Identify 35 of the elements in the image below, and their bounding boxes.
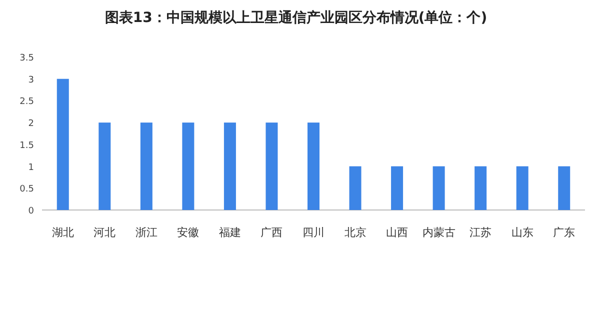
x-tick-label: 安徽 bbox=[177, 226, 200, 239]
x-tick-label: 河北 bbox=[94, 226, 116, 239]
bar bbox=[474, 166, 487, 210]
x-tick-label: 浙江 bbox=[135, 226, 158, 239]
chart-title: 图表13：中国规模以上卫星通信产业园区分布情况(单位：个) bbox=[104, 9, 488, 26]
bar bbox=[56, 78, 69, 210]
bar bbox=[391, 166, 404, 210]
y-tick-label: 1.5 bbox=[20, 140, 34, 151]
x-tick-label: 湖北 bbox=[52, 226, 74, 239]
x-tick-label: 内蒙古 bbox=[422, 226, 456, 239]
x-tick-label: 北京 bbox=[344, 226, 366, 239]
y-tick-label: 1 bbox=[28, 162, 34, 173]
y-tick-label: 3.5 bbox=[20, 54, 34, 64]
x-tick-label: 福建 bbox=[218, 226, 241, 239]
bar bbox=[308, 122, 320, 210]
bar bbox=[349, 166, 362, 210]
bar bbox=[266, 122, 278, 210]
y-tick-label: 0.5 bbox=[20, 184, 34, 195]
x-tick-label: 江苏 bbox=[470, 226, 492, 239]
bar bbox=[98, 122, 111, 210]
x-tick-label: 山东 bbox=[511, 226, 534, 239]
x-tick-label: 四川 bbox=[302, 226, 324, 239]
y-tick-label: 0 bbox=[28, 206, 34, 216]
bar bbox=[224, 122, 236, 210]
x-tick-label: 广西 bbox=[260, 226, 283, 239]
x-tick-label: 山西 bbox=[386, 226, 408, 239]
bar bbox=[558, 166, 570, 210]
x-tick-label: 广东 bbox=[553, 226, 576, 239]
bar bbox=[516, 166, 528, 210]
y-tick-label: 2.5 bbox=[20, 97, 34, 108]
bar bbox=[182, 122, 194, 210]
bar bbox=[140, 122, 152, 210]
bar bbox=[432, 166, 445, 210]
y-tick-label: 3 bbox=[28, 75, 34, 86]
y-tick-label: 2 bbox=[28, 119, 34, 130]
